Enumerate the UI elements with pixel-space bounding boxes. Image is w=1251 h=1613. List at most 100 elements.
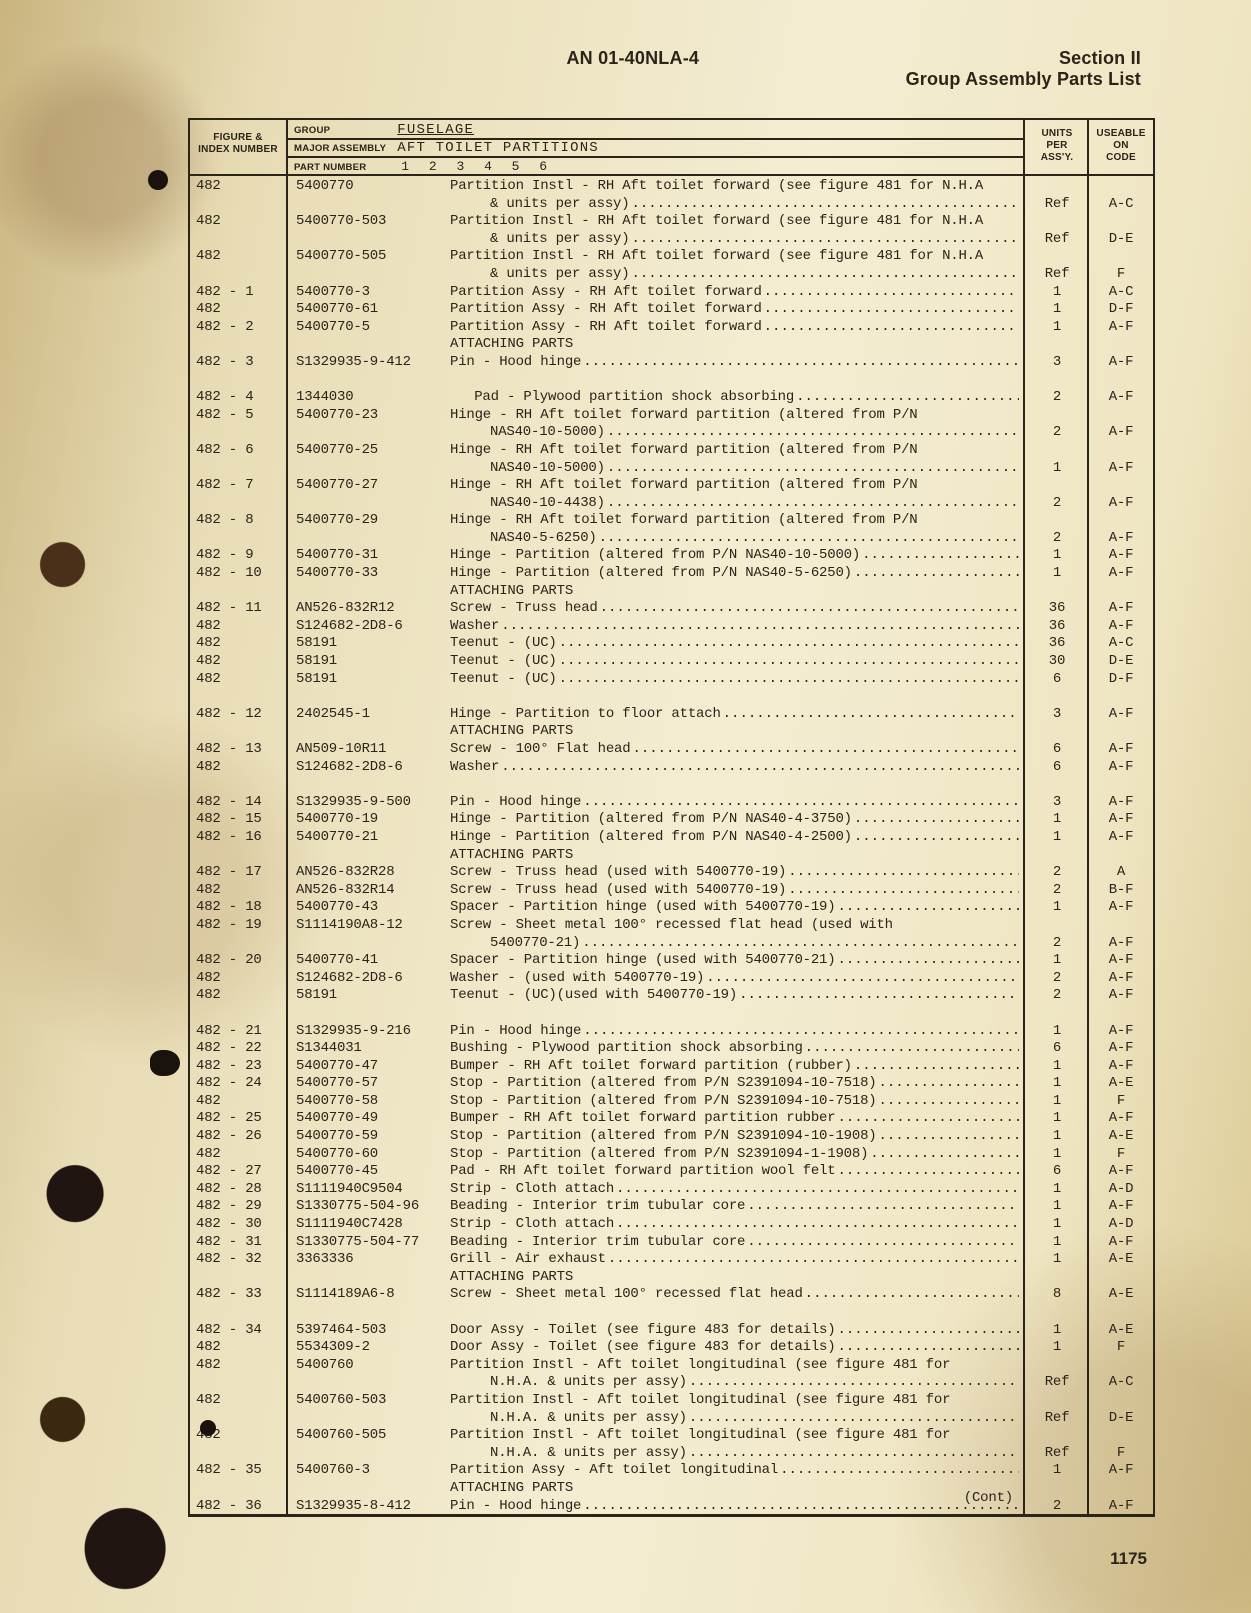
cell-units-per-assy [1025, 723, 1089, 741]
cell-part-number: 5400770-19 [286, 811, 450, 829]
table-row [190, 1005, 1153, 1023]
cell-units-per-assy [1025, 1392, 1089, 1410]
cell-description: Door Assy - Toilet (see figure 483 for d… [450, 1322, 1025, 1340]
cell-units-per-assy [1025, 1005, 1089, 1023]
cell-part-number: 5400760-503 [286, 1392, 450, 1410]
cell-units-per-assy: 6 [1025, 759, 1089, 777]
cell-figure-index: 482 - 6 [190, 442, 286, 460]
table-row: 482 - 105400770-33Hinge - Partition (alt… [190, 565, 1153, 583]
cell-useable-on-code: A-F [1089, 987, 1153, 1005]
cell-useable-on-code: A-F [1089, 1023, 1153, 1041]
cell-part-number: 5400770-61 [286, 301, 450, 319]
cell-part-number: S124682-2D8-6 [286, 759, 450, 777]
section-block: Section II Group Assembly Parts List [906, 48, 1141, 90]
cell-units-per-assy [1025, 477, 1089, 495]
cell-units-per-assy: 1 [1025, 301, 1089, 319]
cell-useable-on-code: A-F [1089, 829, 1153, 847]
cell-description [450, 372, 1025, 390]
cell-description: Partition Instl - Aft toilet longitudina… [450, 1392, 1025, 1410]
table-row: ATTACHING PARTS [190, 723, 1153, 741]
cell-description: N.H.A. & units per assy) [450, 1374, 1025, 1392]
cell-part-number: 58191 [286, 987, 450, 1005]
cell-part-number [286, 336, 450, 354]
cell-part-number: 5400770-45 [286, 1163, 450, 1181]
page-number: 1175 [1110, 1549, 1147, 1569]
cell-figure-index: 482 - 28 [190, 1181, 286, 1199]
cell-units-per-assy [1025, 1304, 1089, 1322]
cell-useable-on-code [1089, 407, 1153, 425]
cell-units-per-assy: 1 [1025, 1181, 1089, 1199]
cell-figure-index [190, 935, 286, 953]
cell-figure-index: 482 - 31 [190, 1234, 286, 1252]
table-row: 482 - 21S1329935-9-216Pin - Hood hinge1A… [190, 1023, 1153, 1041]
table-row: 482 - 122402545-1Hinge - Partition to fl… [190, 706, 1153, 724]
cell-units-per-assy: 1 [1025, 1251, 1089, 1269]
cell-description: N.H.A. & units per assy) [450, 1410, 1025, 1428]
cell-units-per-assy [1025, 1269, 1089, 1287]
cell-description: Partition Assy - RH Aft toilet forward [450, 284, 1025, 302]
cell-figure-index: 482 [190, 213, 286, 231]
cell-useable-on-code: A-F [1089, 899, 1153, 917]
table-row: 482 - 155400770-19Hinge - Partition (alt… [190, 811, 1153, 829]
table-row: 482 - 3S1329935-9-412Pin - Hood hinge3A-… [190, 354, 1153, 372]
cell-figure-index: 482 - 18 [190, 899, 286, 917]
cell-part-number: S1111940C9504 [286, 1181, 450, 1199]
cell-units-per-assy: 6 [1025, 1040, 1089, 1058]
cell-description: Grill - Air exhaust [450, 1251, 1025, 1269]
cell-figure-index: 482 - 27 [190, 1163, 286, 1181]
cell-description: ATTACHING PARTS [450, 1269, 1025, 1287]
cell-description: Teenut - (UC) [450, 653, 1025, 671]
cell-description: Partition Assy - Aft toilet longitudinal [450, 1462, 1025, 1480]
header-row-group: GROUP FUSELAGE [294, 122, 1021, 138]
cell-part-number: S1114189A6-8 [286, 1286, 450, 1304]
cell-part-number: 5400770-503 [286, 213, 450, 231]
cell-useable-on-code: A-F [1089, 547, 1153, 565]
cell-useable-on-code: F [1089, 266, 1153, 284]
cell-figure-index: 482 - 1 [190, 284, 286, 302]
cell-part-number: S124682-2D8-6 [286, 970, 450, 988]
cell-figure-index [190, 776, 286, 794]
cell-units-per-assy: 1 [1025, 1339, 1089, 1357]
cell-description: Hinge - RH Aft toilet forward partition … [450, 512, 1025, 530]
cell-useable-on-code: A-F [1089, 1498, 1153, 1514]
cell-useable-on-code: A-F [1089, 794, 1153, 812]
cell-units-per-assy: Ref [1025, 196, 1089, 214]
cell-figure-index [190, 231, 286, 249]
cell-units-per-assy: 2 [1025, 495, 1089, 513]
cell-figure-index: 482 [190, 987, 286, 1005]
cell-part-number [286, 1269, 450, 1287]
cell-description: 5400770-21) [450, 935, 1025, 953]
cell-part-number: AN526-832R28 [286, 864, 450, 882]
cell-figure-index: 482 - 12 [190, 706, 286, 724]
cell-figure-index: 482 [190, 635, 286, 653]
table-row: 4825400770-505Partition Instl - RH Aft t… [190, 248, 1153, 266]
cell-figure-index: 482 [190, 1146, 286, 1164]
cell-units-per-assy [1025, 847, 1089, 865]
cell-useable-on-code: A-F [1089, 706, 1153, 724]
table-row: & units per assy)RefD-E [190, 231, 1153, 249]
cell-part-number: 5400770-5 [286, 319, 450, 337]
cell-part-number: S1344031 [286, 1040, 450, 1058]
cell-units-per-assy: Ref [1025, 1445, 1089, 1463]
cell-figure-index: 482 - 34 [190, 1322, 286, 1340]
cell-useable-on-code [1089, 512, 1153, 530]
cell-units-per-assy: 2 [1025, 882, 1089, 900]
cell-figure-index: 482 - 15 [190, 811, 286, 829]
cell-part-number [286, 1374, 450, 1392]
table-row: 482 - 245400770-57Stop - Partition (alte… [190, 1075, 1153, 1093]
cell-useable-on-code [1089, 477, 1153, 495]
cell-figure-index: 482 - 36 [190, 1498, 286, 1514]
table-row: 482 - 33S1114189A6-8Screw - Sheet metal … [190, 1286, 1153, 1304]
table-row: 4825400770-58Stop - Partition (altered f… [190, 1093, 1153, 1111]
cell-figure-index: 482 [190, 970, 286, 988]
table-row: N.H.A. & units per assy)RefF [190, 1445, 1153, 1463]
cell-description: ATTACHING PARTS [450, 723, 1025, 741]
cell-units-per-assy: 3 [1025, 706, 1089, 724]
cell-part-number [286, 372, 450, 390]
cell-part-number: 58191 [286, 653, 450, 671]
cell-part-number [286, 688, 450, 706]
table-row: 482 - 85400770-29Hinge - RH Aft toilet f… [190, 512, 1153, 530]
table-body: 4825400770Partition Instl - RH Aft toile… [190, 178, 1153, 1514]
table-row: NAS40-10-4438)2A-F [190, 495, 1153, 513]
cell-units-per-assy [1025, 178, 1089, 196]
